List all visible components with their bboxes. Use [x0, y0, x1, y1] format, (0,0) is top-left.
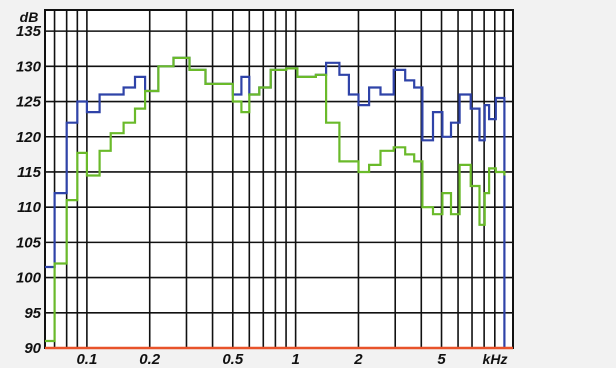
y-tick-label: 135	[16, 23, 42, 40]
y-tick-label: 105	[16, 234, 42, 251]
x-unit-label: kHz	[483, 351, 508, 367]
y-tick-label: 95	[24, 305, 41, 322]
plot-area	[45, 10, 513, 348]
x-tick-label: 5	[437, 351, 446, 368]
x-tick-label: 2	[353, 351, 363, 368]
x-tick-label: 0.1	[76, 351, 97, 368]
x-tick-label: 0.2	[139, 351, 161, 368]
x-tick-label: 1	[291, 351, 299, 368]
x-tick-label: 0.5	[222, 351, 244, 368]
y-tick-label: 110	[17, 199, 42, 216]
y-tick-label: 100	[16, 270, 42, 287]
y-tick-label: 130	[16, 58, 42, 75]
series-line-2	[45, 56, 506, 343]
y-unit-label: dB	[20, 9, 39, 25]
y-tick-label: 90	[24, 340, 41, 357]
y-tick-label: 125	[16, 94, 42, 111]
y-tick-label: 115	[17, 164, 42, 181]
y-tick-label: 120	[16, 129, 42, 146]
